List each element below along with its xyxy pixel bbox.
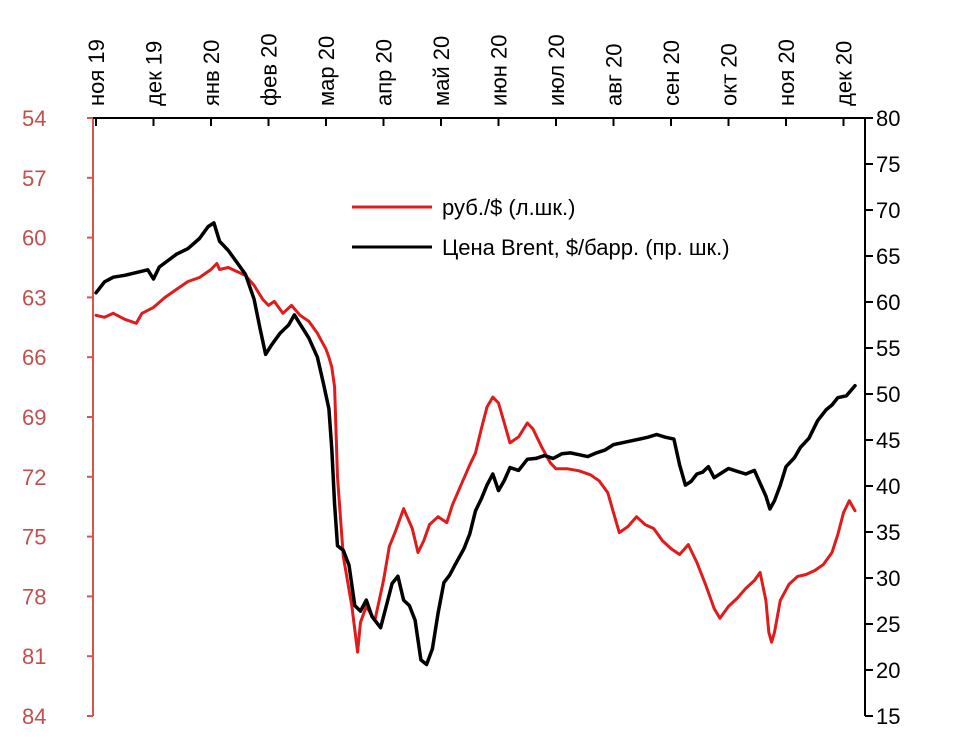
right-tick-label: 65: [876, 244, 900, 269]
left-tick-label: 66: [22, 345, 46, 370]
series-layer: [94, 221, 857, 667]
left-tick-label: 63: [22, 285, 46, 310]
left-tick-label: 78: [22, 584, 46, 609]
top-tick-label: окт 20: [717, 43, 742, 106]
right-tick-label: 20: [876, 658, 900, 683]
top-tick-label: мар 20: [314, 36, 339, 106]
right-tick-label: 55: [876, 336, 900, 361]
top-tick-label: авг 20: [602, 43, 627, 106]
top-tick-label: июн 20: [487, 34, 512, 106]
top-tick-label: июл 20: [544, 34, 569, 106]
series-brent-line: [94, 221, 857, 667]
top-tick-label: ноя 19: [84, 39, 109, 106]
right-tick-label: 70: [876, 198, 900, 223]
left-tick-label: 57: [22, 166, 46, 191]
right-tick-label: 45: [876, 428, 900, 453]
right-tick-label: 30: [876, 566, 900, 591]
left-tick-label: 54: [22, 106, 46, 131]
series-rub-usd-line: [94, 262, 857, 654]
top-tick-label: дек 20: [832, 41, 857, 106]
right-tick-label: 80: [876, 106, 900, 131]
legend-label-brent: Цена Brent, $/барр. (пр. шк.): [442, 235, 730, 260]
left-axis-ticks: 54 57 60 63 66 69 72 75 78 81 84: [22, 106, 93, 729]
left-tick-label: 81: [22, 644, 46, 669]
top-tick-label: ноя 20: [774, 39, 799, 106]
right-tick-label: 15: [876, 704, 900, 729]
right-axis-ticks: 80 75 70 65 60 55 50 45 40 35 30 25 20 15: [865, 106, 900, 729]
right-tick-label: 25: [876, 612, 900, 637]
top-tick-label: май 20: [429, 36, 454, 106]
legend: руб./$ (л.шк.) Цена Brent, $/барр. (пр. …: [352, 195, 730, 260]
right-tick-label: 75: [876, 152, 900, 177]
left-tick-label: 75: [22, 525, 46, 550]
top-tick-label: фев 20: [257, 33, 282, 106]
top-tick-label: дек 19: [142, 41, 167, 106]
left-tick-label: 84: [22, 704, 46, 729]
left-tick-label: 72: [22, 465, 46, 490]
top-tick-label: апр 20: [372, 39, 397, 106]
right-tick-label: 60: [876, 290, 900, 315]
top-tick-label: янв 20: [199, 40, 224, 106]
right-tick-label: 50: [876, 382, 900, 407]
top-tick-label: сен 20: [659, 40, 684, 106]
top-axis-ticks: ноя 19 дек 19 янв 20 фев 20 мар 20 апр 20 май …: [84, 33, 857, 126]
right-tick-label: 35: [876, 520, 900, 545]
legend-label-rub: руб./$ (л.шк.): [442, 195, 575, 220]
left-tick-label: 60: [22, 226, 46, 251]
right-tick-label: 40: [876, 474, 900, 499]
left-tick-label: 69: [22, 405, 46, 430]
